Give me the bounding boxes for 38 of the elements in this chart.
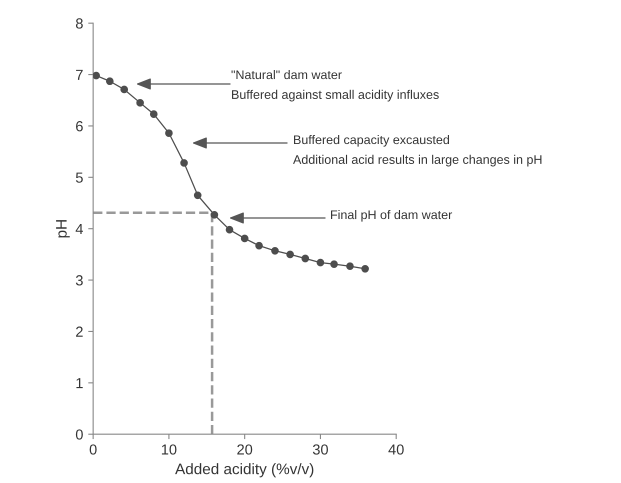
point [165, 129, 173, 137]
x-axis-title: Added acidity (%v/v) [175, 463, 314, 478]
y-tick-label: 2 [76, 326, 83, 337]
point [136, 99, 144, 107]
point [271, 246, 279, 255]
point [120, 86, 128, 94]
x-tick-label: 20 [237, 444, 252, 455]
y-tick-label: 0 [76, 429, 83, 440]
x-tick-label: 0 [90, 444, 97, 455]
y-tick-label: 8 [76, 18, 83, 29]
point [301, 254, 310, 262]
point [361, 264, 369, 273]
x-tick-label: 30 [312, 444, 328, 455]
annotation: Buffered capacity excausted Additional acid results in large changes in pH [293, 135, 542, 166]
annotation: Final pH of dam water [331, 210, 452, 222]
point [346, 262, 354, 270]
point [255, 242, 263, 250]
y-axis-title: pH [56, 220, 70, 238]
point [180, 159, 188, 167]
point [150, 110, 158, 118]
annotation: "Natural" dam water Buffered against small acidity influxes [232, 70, 439, 102]
x-tick-label: 40 [388, 444, 404, 455]
point [316, 258, 324, 266]
y-tick-label: 5 [76, 172, 83, 183]
x-tick-label: 10 [162, 444, 176, 455]
y-tick-label: 7 [76, 70, 83, 80]
y-tick-label: 6 [76, 121, 83, 132]
point [240, 234, 248, 242]
point [194, 191, 202, 200]
y-tick-label: 4 [76, 224, 83, 234]
point [226, 226, 234, 234]
y-tick-label: 3 [76, 275, 83, 286]
point [93, 72, 100, 80]
y-tick-label: 1 [76, 378, 83, 388]
point [330, 260, 338, 268]
point [106, 77, 114, 86]
point [210, 211, 218, 219]
point [286, 250, 294, 258]
